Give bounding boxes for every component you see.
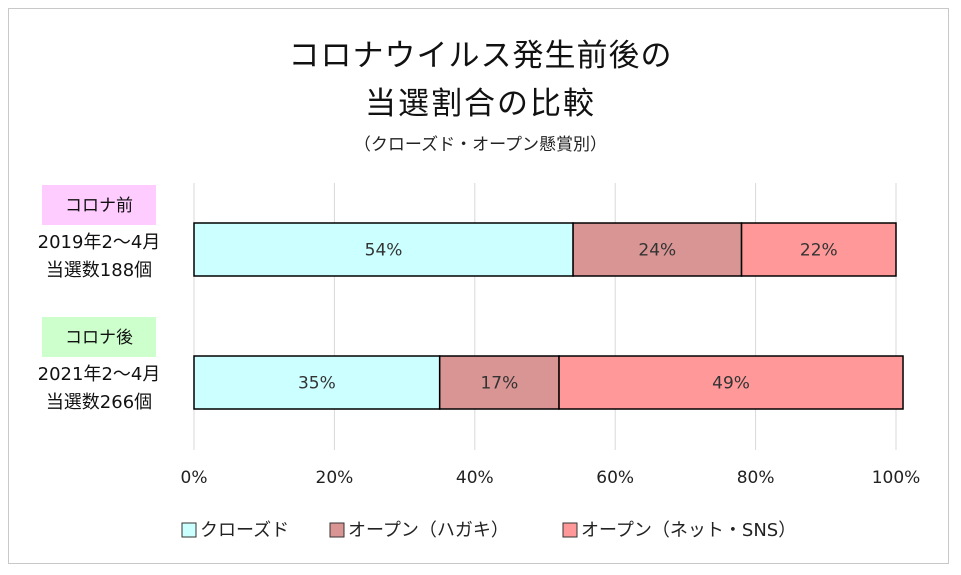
data-label: 22%: [800, 241, 838, 261]
bar-segment: [438, 355, 560, 410]
x-tick-label: 40%: [456, 468, 494, 488]
bar-segment: [740, 222, 897, 277]
chart-subtitle: （クローズド・オープン懸賞別）: [353, 135, 608, 155]
legend-swatch: [329, 522, 345, 538]
x-tick-label: 80%: [737, 468, 775, 488]
chart-title-line2: 当選割合の比較: [365, 86, 596, 122]
x-tick-label: 0%: [181, 468, 208, 488]
bar-segment: [193, 222, 574, 277]
legend-label: オープン（ネット・SNS）: [581, 520, 796, 541]
data-label: 49%: [712, 374, 750, 394]
category-badge-label: コロナ前: [65, 196, 133, 216]
category-label-period: 2019年2～4月: [38, 232, 161, 253]
legend-label: オープン（ハガキ）: [348, 520, 509, 541]
legend-swatch: [562, 522, 578, 538]
bar-segment: [193, 355, 441, 410]
x-tick-label: 20%: [316, 468, 354, 488]
legend-swatch: [181, 522, 197, 538]
x-tick-label: 100%: [872, 468, 921, 488]
chart-frame: [8, 8, 949, 564]
category-label-count: 当選数188個: [46, 260, 152, 281]
data-label: 54%: [365, 241, 403, 261]
data-label: 35%: [298, 374, 336, 394]
bar-segment: [558, 355, 904, 410]
legend-label: クローズド: [200, 520, 289, 541]
chart-title-line1: コロナウイルス発生前後の: [288, 38, 673, 74]
category-label-period: 2021年2～4月: [38, 364, 161, 385]
category-badge-label: コロナ後: [65, 328, 133, 348]
category-badge: [42, 185, 156, 225]
x-tick-label: 60%: [596, 468, 634, 488]
category-badge: [42, 317, 156, 357]
data-label: 24%: [638, 241, 676, 261]
data-label: 17%: [480, 374, 518, 394]
category-label-count: 当選数266個: [46, 392, 152, 413]
